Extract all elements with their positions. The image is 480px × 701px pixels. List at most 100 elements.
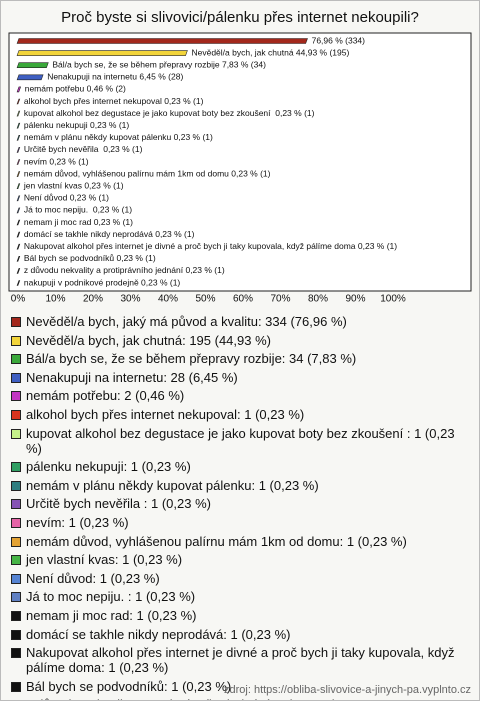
legend-swatch	[11, 592, 21, 603]
bar-label: nevím 0,23 % (1)	[24, 156, 89, 166]
legend-swatch	[11, 499, 21, 510]
legend-swatch	[11, 462, 21, 473]
chart-title: Proč byste si slivovici/pálenku přes int…	[61, 9, 419, 26]
bar-label: Nakupovat alkohol přes internet je divné…	[24, 241, 397, 251]
bar-label: Bál bych se podvodníků 0,23 % (1)	[24, 253, 156, 263]
legend-swatch	[11, 517, 21, 528]
legend-label: Nevěděl/a bych, jak chutná: 195 (44,93 %…	[26, 332, 271, 348]
x-tick-label: 50%	[195, 294, 215, 305]
legend-swatch	[11, 480, 21, 491]
legend: Nevěděl/a bych, jaký má původ a kvalitu:…	[11, 314, 466, 700]
legend-label: pálenku nekupuji: 1 (0,23 %)	[26, 459, 191, 475]
legend-swatch	[11, 573, 21, 584]
legend-label: nemám v plánu někdy kupovat pálenku: 1 (…	[26, 477, 319, 493]
legend-label: nemám potřebu: 2 (0,46 %)	[26, 388, 185, 404]
bar	[16, 122, 21, 129]
bar	[16, 280, 21, 286]
legend-item: Nakupovat alkohol přes internet je divné…	[11, 645, 466, 675]
bar	[16, 74, 44, 81]
bar	[16, 243, 21, 250]
plot-frame	[8, 32, 472, 292]
bar-label: jen vlastní kvas 0,23 % (1)	[23, 180, 124, 190]
x-tick-label: 30%	[120, 294, 140, 305]
bar	[16, 147, 21, 153]
bar	[16, 231, 21, 238]
bar	[16, 38, 308, 44]
bar	[16, 110, 21, 117]
legend-item: domácí se takhle nikdy neprodává: 1 (0,2…	[11, 627, 466, 642]
bar	[16, 268, 21, 274]
bar-label: nemám důvod, vyhlášenou palírnu mám 1km …	[24, 168, 271, 178]
legend-item: Nevěděl/a bych, jaký má původ a kvalitu:…	[11, 314, 466, 329]
bar	[16, 195, 21, 202]
legend-item: Bál bych se podvodníků: 1 (0,23 %)	[11, 679, 466, 694]
legend-label: nemám důvod, vyhlášenou palírnu mám 1km …	[26, 533, 407, 549]
bar-label: Určitě bych nevěřila 0,23 % (1)	[24, 144, 143, 154]
legend-label: kupovat alkohol bez degustace je jako ku…	[26, 425, 459, 456]
source: zdroj: https://obliba-slivovice-a-jinych…	[224, 684, 471, 696]
legend-label: z důvodu nekvality a protiprávního jedná…	[26, 697, 337, 700]
bar	[16, 183, 21, 189]
legend-item: pálenku nekupuji: 1 (0,23 %)	[11, 459, 466, 474]
legend-swatch	[11, 648, 21, 659]
bar-label: Nenakupuji na internetu 6,45 % (28)	[47, 72, 183, 82]
legend-item: z důvodu nekvality a protiprávního jedná…	[11, 697, 466, 700]
bar-label: alkohol bych přes internet nekupoval 0,2…	[24, 96, 204, 106]
legend-swatch	[11, 409, 21, 420]
legend-label: Nevěděl/a bych, jaký má původ a kvalitu:…	[26, 314, 347, 329]
legend-item: alkohol bych přes internet nekupoval: 1 …	[11, 407, 466, 422]
x-tick-label: 40%	[158, 294, 178, 305]
legend-item: nemam ji moc rad: 1 (0,23 %)	[11, 608, 466, 623]
x-tick-label: 90%	[345, 294, 365, 305]
bar-label: z důvodu nekvality a protiprávního jedná…	[24, 265, 225, 275]
legend-swatch	[11, 629, 21, 640]
legend-swatch	[11, 372, 21, 383]
legend-item: Já to moc nepiju. : 1 (0,23 %)	[11, 589, 466, 604]
legend-item: nemám potřebu: 2 (0,46 %)	[11, 388, 466, 403]
x-tick-label: 10%	[45, 294, 65, 305]
legend-label: Nakupovat alkohol přes internet je divné…	[26, 645, 459, 676]
bar	[16, 135, 21, 141]
legend-swatch	[11, 354, 21, 365]
legend-label: nemam ji moc rad: 1 (0,23 %)	[26, 607, 197, 623]
legend-swatch	[11, 335, 21, 346]
bar-label: kupovat alkohol bez degustace je jako ku…	[24, 108, 315, 118]
bar	[16, 219, 21, 226]
legend-label: Určitě bych nevěřila : 1 (0,23 %)	[26, 496, 211, 512]
x-tick-label: 100%	[380, 294, 406, 305]
legend-swatch	[11, 428, 21, 439]
bar-label: domácí se takhle nikdy neprodává 0,23 % …	[24, 229, 195, 239]
legend-item: Není důvod: 1 (0,23 %)	[11, 571, 466, 586]
legend-label: Já to moc nepiju. : 1 (0,23 %)	[26, 589, 196, 605]
bar-label: nemám potřebu 0,46 % (2)	[25, 84, 126, 94]
legend-label: Bál/a bych se, že se během přepravy rozb…	[26, 351, 357, 367]
legend-swatch	[11, 555, 21, 566]
legend-label: Nenakupuji na internetu: 28 (6,45 %)	[26, 369, 238, 385]
legend-item: Nenakupuji na internetu: 28 (6,45 %)	[11, 370, 466, 385]
legend-item: Nevěděl/a bych, jak chutná: 195 (44,93 %…	[11, 333, 466, 348]
legend-swatch	[11, 536, 21, 547]
legend-label: jen vlastní kvas: 1 (0,23 %)	[26, 552, 183, 568]
legend-label: Není důvod: 1 (0,23 %)	[26, 570, 160, 586]
legend-swatch	[11, 391, 21, 402]
legend-swatch	[11, 317, 21, 327]
bar	[16, 86, 22, 93]
bar-label: Nevěděl/a bych, jak chutná 44,93 % (195)	[191, 47, 349, 57]
legend-item: jen vlastní kvas: 1 (0,23 %)	[11, 552, 466, 567]
legend-swatch	[11, 681, 21, 692]
bar	[16, 256, 21, 262]
x-tick-label: 0%	[11, 294, 26, 305]
legend-item: nemám v plánu někdy kupovat pálenku: 1 (…	[11, 478, 466, 493]
bar-label: Já to moc nepiju. 0,23 % (1)	[24, 205, 132, 215]
bar	[16, 62, 49, 69]
bar	[16, 171, 21, 177]
bar	[16, 207, 21, 214]
legend-item: Bál/a bych se, že se během přepravy rozb…	[11, 351, 466, 366]
bar-label: pálenku nekupuji 0,23 % (1)	[24, 120, 130, 130]
x-tick-label: 60%	[233, 294, 253, 305]
legend-item: kupovat alkohol bez degustace je jako ku…	[11, 426, 466, 456]
bar	[16, 159, 21, 165]
bar	[16, 50, 188, 56]
x-tick-label: 80%	[308, 294, 328, 305]
